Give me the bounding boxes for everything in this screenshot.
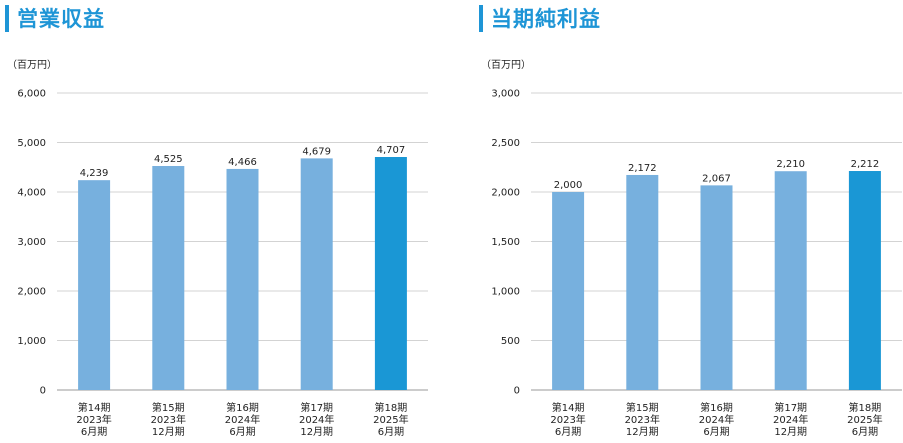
data-label: 2,210 [776,159,805,170]
y-tick-label: 2,000 [491,188,520,199]
title-accent-bar [479,5,483,32]
y-tick-label: 0 [40,386,46,397]
data-label: 4,525 [154,154,183,165]
unit-label: （百万円） [481,60,531,71]
x-tick-label: 第16期 2024年 6月期 [699,401,734,438]
x-tick-label: 第15期 2023年 12月期 [151,401,186,438]
net-income-chart: 当期純利益 （百万円） 0 500 1,000 1,500 2,000 2,500 3,00… [474,0,903,443]
y-tick-label: 1,000 [17,336,46,347]
y-tick-label: 2,000 [17,287,46,298]
bar [374,157,407,390]
data-label: 4,466 [228,157,257,168]
y-tick-label: 3,000 [17,237,46,248]
x-tick-label: 第15期 2023年 12月期 [625,401,660,438]
data-label: 2,212 [851,159,880,170]
x-tick-label: 第17期 2024年 12月期 [299,401,334,438]
bar [774,171,807,390]
x-tick-label: 第14期 2023年 6月期 [550,401,585,438]
bar [152,166,185,390]
x-tick-label: 第18期 2025年 6月期 [373,401,408,438]
chart-title: 当期純利益 [491,7,601,31]
data-label: 2,067 [702,173,731,184]
data-label: 4,679 [302,146,331,157]
y-tick-label: 4,000 [17,188,46,199]
bar [700,185,733,390]
bar [78,180,111,390]
bar [552,192,585,390]
bar [226,168,259,390]
y-tick-label: 1,000 [491,287,520,298]
y-tick-label: 5,000 [17,138,46,149]
unit-label: （百万円） [7,60,57,71]
x-tick-label: 第14期 2023年 6月期 [76,401,111,438]
chart-plot: 0 1,000 2,000 3,000 4,000 5,000 6,000 4,239 第14期… [17,89,428,438]
data-label: 4,239 [80,168,109,179]
bar [848,171,881,390]
x-tick-label: 第16期 2024年 6月期 [225,401,260,438]
y-tick-label: 0 [514,386,520,397]
data-label: 2,172 [628,163,657,174]
operating-revenue-chart: 営業収益 （百万円） 0 1,000 2,000 3,000 4,000 5,000 6,0… [0,0,440,443]
data-label: 4,707 [377,145,406,156]
chart-title: 営業収益 [17,7,105,31]
y-tick-label: 2,500 [491,138,520,149]
data-label: 2,000 [554,180,583,191]
y-tick-label: 500 [501,336,520,347]
bar [300,158,333,390]
y-tick-label: 6,000 [17,89,46,100]
x-tick-label: 第18期 2025年 6月期 [847,401,882,438]
chart-plot: 0 500 1,000 1,500 2,000 2,500 3,000 2,000 第14期 20… [491,89,902,438]
x-tick-label: 第17期 2024年 12月期 [773,401,808,438]
y-tick-label: 3,000 [491,89,520,100]
bar [626,174,659,390]
y-tick-label: 1,500 [491,237,520,248]
title-accent-bar [5,5,9,32]
